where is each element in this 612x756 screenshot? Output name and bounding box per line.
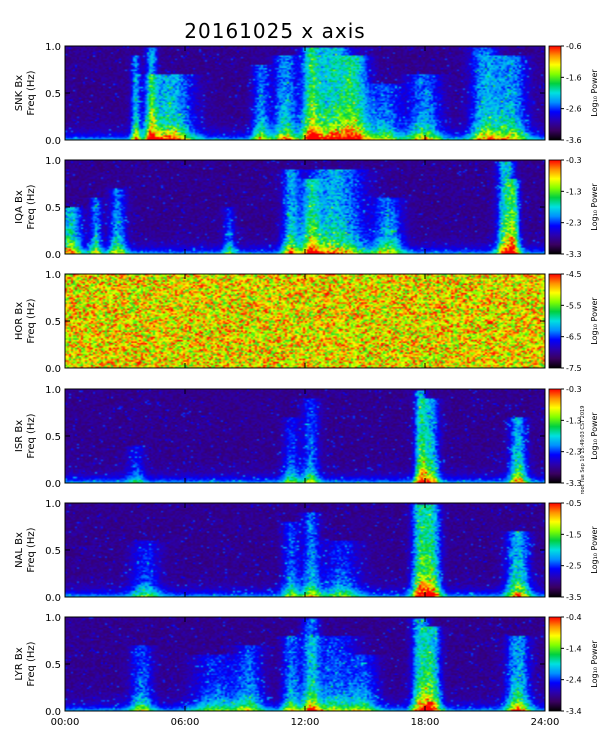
colorbar-tick-label: -1.6 (566, 73, 582, 82)
colorbar-tick-label: -2.4 (566, 676, 582, 685)
spectrogram-isr (65, 389, 545, 483)
colorbar-tick-label: -6.5 (566, 333, 582, 342)
y-axis-station-label: SNK Bx (14, 75, 25, 111)
y-tick-label: 1.0 (45, 613, 61, 624)
y-tick-label: 1.0 (45, 42, 61, 53)
colorbar-tick-label: -2.3 (566, 448, 582, 457)
colorbar-tick-label: -0.6 (566, 42, 582, 51)
y-tick-label: 1.0 (45, 385, 61, 396)
y-axis-unit-label: Freq (Hz) (26, 184, 37, 229)
colorbar (548, 45, 562, 141)
y-tick-label: 0.5 (45, 546, 61, 557)
colorbar-label: Log₁₀ Power (590, 412, 599, 460)
spectrogram-snk (65, 46, 545, 140)
x-tick-label: 24:00 (531, 717, 560, 728)
colorbar-tick-label: -3.6 (566, 136, 582, 145)
x-tick-label: 06:00 (171, 717, 200, 728)
colorbar-tick-label: -3.3 (566, 250, 582, 259)
colorbar-tick-label: -0.3 (566, 156, 582, 165)
y-axis-unit-label: Freq (Hz) (26, 641, 37, 686)
colorbar-label: Log₁₀ Power (590, 69, 599, 117)
y-axis-station-label: ISR Bx (14, 420, 25, 452)
colorbar-tick-label: -0.5 (566, 499, 582, 508)
x-tick-label: 00:00 (51, 717, 80, 728)
colorbar (548, 273, 562, 369)
y-axis-station-label: NAL Bx (14, 532, 25, 568)
y-axis-unit-label: Freq (Hz) (26, 70, 37, 115)
colorbar-tick-label: -3.5 (566, 593, 582, 602)
y-axis-unit-label: Freq (Hz) (26, 527, 37, 572)
colorbar-tick-label: -1.5 (566, 530, 582, 539)
y-tick-label: 0.0 (45, 364, 61, 375)
y-axis-unit-label: Freq (Hz) (26, 298, 37, 343)
y-tick-label: 0.5 (45, 317, 61, 328)
colorbar-tick-label: -4.5 (566, 270, 582, 279)
y-tick-label: 0.0 (45, 250, 61, 261)
panel-isr: 0.0 0.5 1.0 ISR Bx Freq (Hz) -0.3 -1.3 -2.3 -3.3… (14, 385, 599, 490)
panel-lyr: 0.0 0.5 1.0 LYR Bx Freq (Hz) -0.4 -1.4 -2.4 -3.4… (14, 613, 599, 718)
colorbar-tick-label: -0.4 (566, 613, 582, 622)
colorbar-label: Log₁₀ Power (590, 183, 599, 231)
spectrogram-lyr (65, 617, 545, 711)
x-tick-label: 12:00 (291, 717, 320, 728)
y-tick-label: 1.0 (45, 499, 61, 510)
y-tick-label: 0.0 (45, 136, 61, 147)
colorbar-tick-label: -5.5 (566, 301, 582, 310)
y-tick-label: 0.5 (45, 660, 61, 671)
y-tick-label: 0.0 (45, 593, 61, 604)
colorbar-label: Log₁₀ Power (590, 640, 599, 688)
y-tick-label: 0.0 (45, 479, 61, 490)
y-axis-station-label: HOR Bx (14, 302, 25, 340)
colorbar-tick-label: -7.5 (566, 364, 582, 373)
spectrogram-iqa (65, 160, 545, 254)
panel-iqa: 0.0 0.5 1.0 IQA Bx Freq (Hz) -0.3 -1.3 -2.3 -3.3… (14, 156, 599, 261)
colorbar (548, 616, 562, 712)
colorbar-label: Log₁₀ Power (590, 297, 599, 345)
colorbar (548, 159, 562, 255)
colorbar-label: Log₁₀ Power (590, 526, 599, 574)
time-axis: 00:00 06:00 12:00 18:00 24:00 (51, 717, 560, 728)
colorbar-tick-label: -2.6 (566, 105, 582, 114)
colorbar (548, 388, 562, 484)
y-tick-label: 1.0 (45, 270, 61, 281)
panel-snk: 0.0 0.5 1.0 SNK Bx Freq (Hz) -0.6 -1.6 -2.6 -3.6… (14, 42, 599, 147)
y-tick-label: 0.5 (45, 89, 61, 100)
colorbar-tick-label: -1.3 (566, 416, 582, 425)
timestamp-label: root Tue Sep 10 15:49:03 CST 2019 (580, 406, 586, 495)
panel-nal: 0.0 0.5 1.0 NAL Bx Freq (Hz) -0.5 -1.5 -2.5 -3.5… (14, 499, 599, 604)
colorbar-tick-label: -2.5 (566, 562, 582, 571)
colorbar (548, 502, 562, 598)
y-tick-label: 0.5 (45, 203, 61, 214)
y-tick-label: 0.0 (45, 707, 61, 718)
figure-title: 20161025 x axis (184, 19, 365, 43)
panel-hor: 0.0 0.5 1.0 HOR Bx Freq (Hz) -4.5 -5.5 -6.5 -7.5… (14, 270, 599, 375)
colorbar-tick-label: -2.3 (566, 219, 582, 228)
colorbar-tick-label: -3.3 (566, 479, 582, 488)
x-tick-label: 18:00 (411, 717, 440, 728)
y-axis-station-label: LYR Bx (14, 647, 25, 680)
colorbar-tick-label: -0.3 (566, 385, 582, 394)
y-tick-label: 1.0 (45, 156, 61, 167)
spectrogram-nal (65, 503, 545, 597)
colorbar-tick-label: -3.4 (566, 707, 582, 716)
y-axis-station-label: IQA Bx (14, 190, 25, 224)
colorbar-tick-label: -1.3 (566, 187, 582, 196)
y-axis-unit-label: Freq (Hz) (26, 413, 37, 458)
y-tick-label: 0.5 (45, 432, 61, 443)
spectrogram-hor (65, 274, 545, 368)
colorbar-tick-label: -1.4 (566, 644, 582, 653)
